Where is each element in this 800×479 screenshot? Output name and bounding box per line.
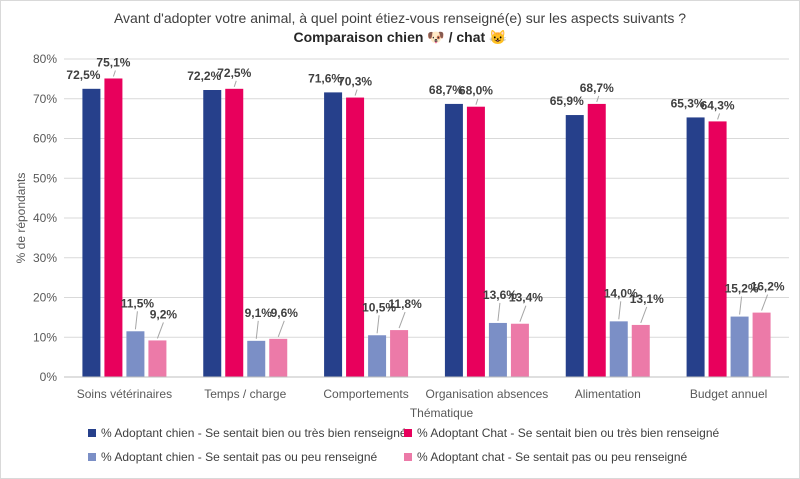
data-label: 9,2%	[150, 307, 178, 321]
legend-swatch	[88, 453, 96, 461]
bar	[565, 115, 584, 378]
data-label: 11,8%	[388, 297, 422, 311]
legend-item: % Adoptant chat - Se sentait pas ou peu …	[404, 450, 687, 464]
bar	[730, 316, 749, 377]
data-label: 72,2%	[187, 69, 221, 83]
bar	[82, 88, 101, 377]
bar	[104, 78, 123, 377]
data-label: 10,5%	[362, 300, 396, 314]
x-axis-title: Thématique	[410, 406, 474, 420]
data-label-leader	[640, 306, 648, 324]
bar	[148, 340, 167, 377]
x-tick-label: Comportements	[323, 387, 408, 401]
x-tick-label: Alimentation	[575, 387, 641, 401]
x-tick-label: Soins vétérinaires	[77, 387, 172, 401]
bar	[708, 121, 727, 377]
bar	[368, 335, 387, 377]
bar	[225, 88, 244, 377]
data-label-leader	[739, 296, 743, 315]
y-tick-label: 0%	[40, 370, 58, 384]
legend-item: % Adoptant Chat - Se sentait bien ou trè…	[404, 426, 719, 440]
data-label: 71,6%	[308, 71, 342, 85]
x-tick-label: Budget annuel	[690, 387, 767, 401]
bar	[346, 97, 365, 378]
data-label-leader	[255, 320, 259, 339]
bar	[609, 321, 628, 377]
data-label: 68,7%	[580, 81, 614, 95]
data-label: 13,1%	[630, 292, 664, 306]
data-label: 9,6%	[271, 306, 299, 320]
bar	[324, 92, 343, 377]
y-tick-label: 30%	[33, 251, 57, 265]
data-label-leader	[354, 89, 358, 96]
data-label-leader	[277, 320, 285, 338]
data-label-leader	[497, 302, 501, 321]
data-label-leader	[618, 301, 622, 320]
data-label-leader	[112, 70, 116, 77]
data-label: 64,3%	[701, 98, 735, 112]
legend-swatch	[404, 429, 412, 437]
data-label: 75,1%	[96, 55, 130, 69]
data-label: 72,5%	[217, 66, 251, 80]
data-label: 9,1%	[245, 306, 273, 320]
data-label: 16,2%	[751, 280, 785, 294]
bar	[510, 323, 529, 377]
data-label: 13,6%	[483, 288, 517, 302]
y-axis-title: % de répondants	[14, 173, 28, 264]
y-tick-label: 80%	[33, 52, 57, 66]
bar	[587, 103, 606, 377]
data-label: 15,2%	[725, 282, 759, 296]
y-tick-label: 70%	[33, 92, 57, 106]
bar	[203, 90, 222, 377]
data-label-leader	[398, 311, 406, 329]
data-label: 68,7%	[429, 83, 463, 97]
bar	[752, 312, 771, 377]
bar	[390, 330, 409, 377]
data-label: 14,0%	[604, 286, 638, 300]
legend-label: % Adoptant chien - Se sentait pas ou peu…	[101, 450, 378, 464]
data-label: 13,4%	[509, 291, 543, 305]
bar	[631, 324, 650, 377]
bar	[466, 106, 485, 377]
data-label-leader	[761, 294, 769, 311]
data-label: 65,3%	[671, 96, 705, 110]
y-tick-label: 60%	[33, 132, 57, 146]
data-label: 70,3%	[338, 75, 372, 89]
bar	[686, 117, 705, 378]
data-label-leader	[156, 322, 164, 339]
x-tick-label: Organisation absences	[426, 387, 549, 401]
bar	[444, 103, 463, 377]
data-label-leader	[596, 95, 600, 103]
y-tick-label: 20%	[33, 291, 57, 305]
bar	[247, 340, 266, 377]
legend-item: % Adoptant chien - Se sentait bien ou tr…	[88, 426, 407, 440]
data-label: 11,5%	[121, 296, 155, 310]
data-label: 68,0%	[459, 84, 493, 98]
x-tick-label: Temps / charge	[204, 387, 286, 401]
data-label-leader	[717, 113, 721, 120]
bar	[488, 322, 507, 377]
data-label-leader	[233, 80, 237, 87]
y-tick-label: 10%	[33, 330, 57, 344]
legend-label: % Adoptant Chat - Se sentait bien ou trè…	[417, 426, 720, 440]
data-label-leader	[134, 311, 138, 330]
bar	[269, 338, 288, 377]
legend-swatch	[88, 429, 96, 437]
legend-label: % Adoptant chat - Se sentait pas ou peu …	[417, 450, 688, 464]
bar	[126, 331, 145, 377]
chart-subtitle: Comparaison chien 🐶 / chat 😺	[293, 29, 507, 45]
data-label: 72,5%	[66, 68, 100, 82]
y-tick-label: 40%	[33, 211, 57, 225]
chart-title: Avant d'adopter votre animal, à quel poi…	[113, 10, 687, 26]
data-label: 65,9%	[550, 94, 584, 108]
y-tick-label: 50%	[33, 171, 57, 185]
legend-swatch	[404, 453, 412, 461]
data-label-leader	[376, 315, 380, 334]
legend-label: % Adoptant chien - Se sentait bien ou tr…	[101, 426, 407, 440]
data-label-leader	[475, 98, 479, 105]
data-label-leader	[519, 305, 527, 322]
legend-item: % Adoptant chien - Se sentait pas ou peu…	[88, 450, 377, 464]
